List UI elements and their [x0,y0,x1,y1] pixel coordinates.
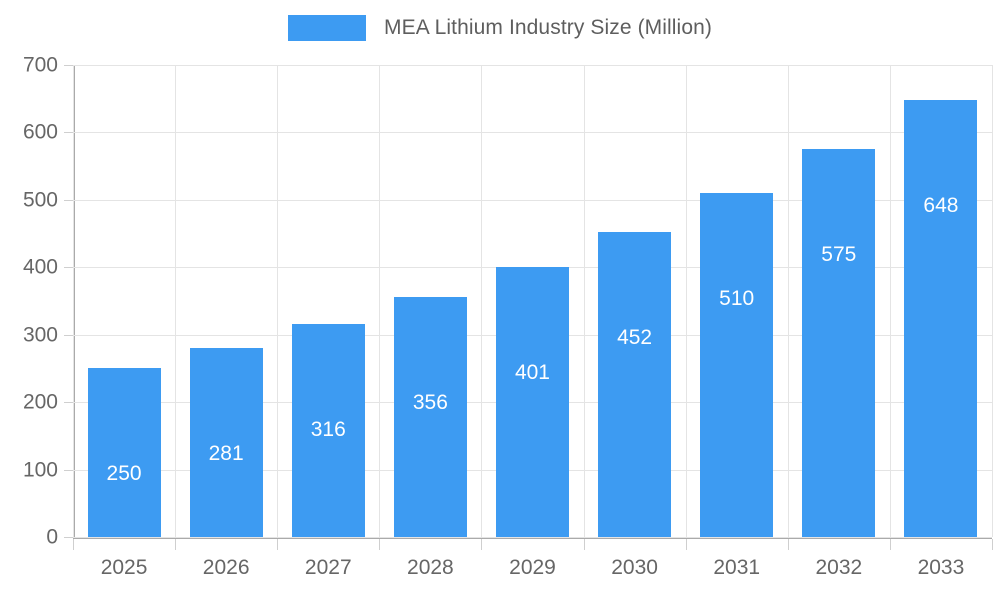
bar-value-label: 316 [310,417,346,441]
x-axis-tick-label: 2032 [815,556,863,579]
gridline-horizontal [73,65,992,66]
x-axis-tick-mark [481,539,482,550]
plot-area: 250 281 316 356 401 452 510 575 648 [73,65,993,538]
gridline-vertical [379,65,380,537]
bar[interactable]: 281 [189,347,263,537]
x-axis-tick-mark [379,539,380,550]
x-axis-tick-mark [584,539,585,550]
x-axis-tick-label: 2026 [202,556,250,579]
gridline-vertical [788,65,789,537]
legend-swatch-icon [288,15,367,41]
legend-item-mea-lithium-industry-size[interactable]: MEA Lithium Industry Size (Million) [288,15,712,41]
x-axis-tick-mark [175,539,176,550]
gridline-vertical [686,65,687,537]
bar[interactable]: 401 [495,266,569,537]
bar-value-label: 281 [208,441,244,465]
chart-legend: MEA Lithium Industry Size (Million) [0,0,1000,56]
y-axis-tick-label: 600 [22,120,58,144]
gridline-vertical [584,65,585,537]
y-axis-tick-label: 500 [22,188,58,212]
gridline-vertical [481,65,482,537]
bar[interactable]: 510 [700,193,774,537]
y-axis-tick-label: 300 [22,323,58,347]
y-axis-tick-mark [64,537,73,538]
x-axis-tick-label: 2033 [917,556,965,579]
gridline-horizontal [73,132,992,134]
y-axis-tick-label: 700 [22,53,58,77]
x-axis-line [73,537,992,539]
x-axis-tick-mark [890,539,891,550]
x-axis-tick-label: 2031 [713,556,761,579]
x-axis-tick-label: 2030 [611,556,658,579]
y-axis-tick-label: 100 [22,458,58,482]
bar[interactable]: 250 [87,368,161,537]
x-axis-tick-mark [73,539,74,550]
x-axis-tick-mark [277,539,278,550]
gridline-horizontal [73,199,992,201]
y-axis-tick-label: 0 [46,525,58,549]
bar-value-label: 648 [923,194,959,218]
y-axis-tick-mark [64,334,73,336]
bar[interactable]: 575 [802,149,876,537]
x-axis-tick-label: 2025 [100,556,148,579]
bar[interactable]: 316 [291,323,365,537]
y-axis-tick-mark [64,469,73,471]
y-axis-tick-mark [64,199,73,201]
gridline-vertical [992,65,993,537]
bar[interactable]: 452 [598,232,672,537]
x-axis-tick-label: 2029 [509,556,556,579]
gridline-vertical [175,65,176,537]
bar-value-label: 250 [106,462,142,486]
x-axis-tick-mark [686,539,687,550]
y-axis-line [73,65,75,538]
bar[interactable]: 356 [393,296,467,537]
y-axis-tick-label: 400 [22,255,58,279]
bar-value-label: 401 [514,360,550,384]
bar[interactable]: 648 [904,100,978,537]
gridline-horizontal [73,537,992,538]
y-axis-tick-mark [64,132,73,134]
y-axis-tick-label: 200 [22,390,58,414]
x-axis-tick-label: 2028 [407,556,454,579]
y-axis-tick-mark [64,65,73,66]
x-axis-tick-mark [788,539,789,550]
legend-item-label: MEA Lithium Industry Size (Million) [384,16,712,39]
x-axis-tick-label: 2027 [304,556,352,579]
gridline-vertical [277,65,278,537]
x-axis-tick-mark [992,539,993,550]
y-axis-tick-mark [64,267,73,269]
bar-value-label: 356 [412,390,448,414]
bar-value-label: 452 [617,326,653,350]
gridline-vertical [73,65,74,537]
bar-value-label: 575 [821,243,857,267]
bar-value-label: 510 [719,287,755,311]
gridline-vertical [890,65,891,537]
y-axis-tick-mark [64,402,73,404]
